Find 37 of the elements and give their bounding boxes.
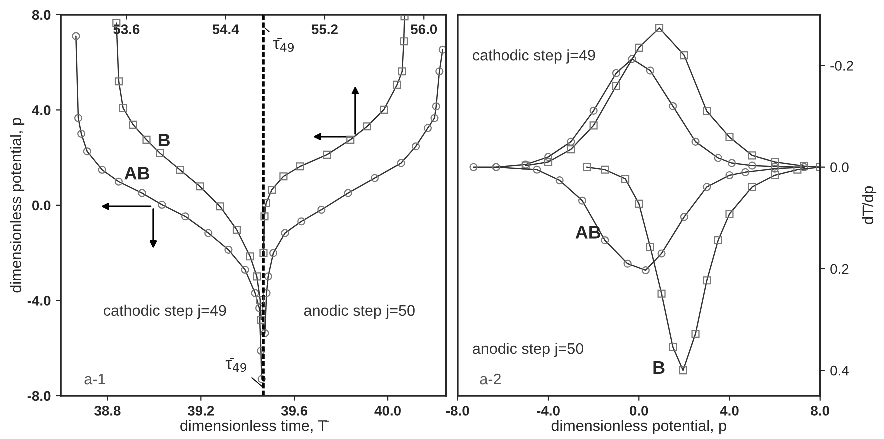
x-tick-label: 8.0 <box>811 406 830 416</box>
y-tick-label: -0.2 <box>830 61 854 71</box>
x-tick-label: 4.0 <box>720 406 739 416</box>
y-tick-label: 0.0 <box>32 200 51 211</box>
x-tick-label: -8.0 <box>446 406 470 416</box>
y-tick-label: 4.0 <box>32 106 51 116</box>
y-tick-label: -8.0 <box>28 391 51 402</box>
x-tick-label: 0.0 <box>630 406 648 416</box>
annotation: AB <box>576 226 601 239</box>
x-axis-title: dimensionless potential, p <box>552 420 726 434</box>
x2-tick-label: 55.2 <box>312 24 338 34</box>
y-tick-label: 0.4 <box>830 366 849 376</box>
annotation: cathodic step j=49 <box>104 304 226 320</box>
x-tick-label: 39.6 <box>281 406 308 416</box>
y-tick-label: 0.0 <box>830 162 849 173</box>
annotation: cathodic step j=49 <box>473 50 596 64</box>
annotation: anodic step j=50 <box>304 304 415 320</box>
x-tick-label: 40.0 <box>374 406 401 416</box>
annotation: a-2 <box>480 374 501 385</box>
y-tick-label: 0.2 <box>830 264 849 274</box>
annotation: a-1 <box>84 374 106 385</box>
y-tick-label: -4.0 <box>28 296 51 306</box>
annotation: B <box>158 134 170 146</box>
y-tick-label: 8.0 <box>32 10 51 20</box>
x-tick-label: -4.0 <box>537 406 560 416</box>
ref-line-label: τ̄$_{49}$ <box>273 38 294 52</box>
x2-tick-label: 54.4 <box>212 24 240 34</box>
x-tick-label: 39.2 <box>188 406 214 416</box>
x2-tick-label: 56.0 <box>411 24 438 34</box>
x-axis-title: dimensionless time, T̄ <box>180 420 330 434</box>
x-tick-label: 38.8 <box>94 406 121 416</box>
annotation: AB <box>124 167 150 180</box>
ref-line-label: τ̄$_{49}$ <box>226 358 246 372</box>
annotation: B <box>654 362 665 374</box>
annotation: anodic step j=50 <box>473 342 584 358</box>
y-axis-title: dimensionless potential, p <box>10 118 25 293</box>
y-axis-title: dT̄/dp <box>862 186 877 224</box>
